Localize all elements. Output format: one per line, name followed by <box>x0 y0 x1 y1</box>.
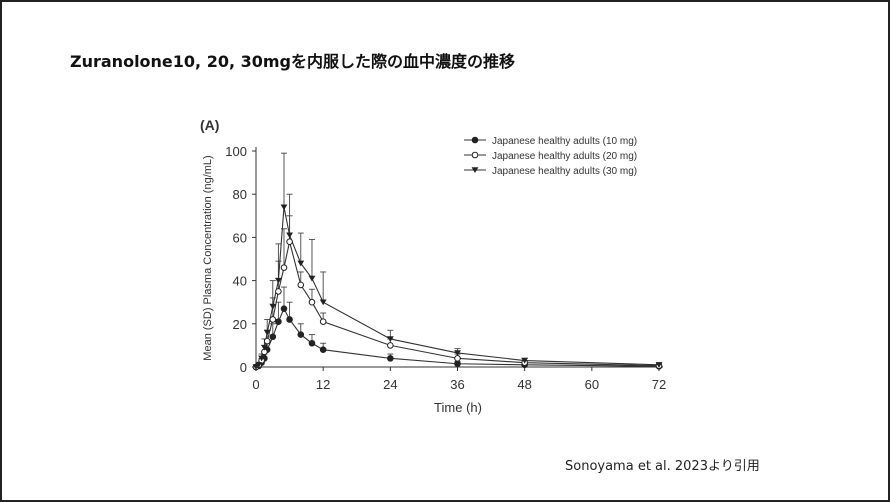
data-point-series-3 <box>319 299 327 306</box>
data-point-series-3 <box>269 303 277 310</box>
data-point-series-3 <box>258 355 265 362</box>
x-axis-label: Time (h) <box>434 400 482 415</box>
panel-label: (A) <box>200 117 219 133</box>
y-axis-label: Mean (SD) Plasma Concentration (ng/mL) <box>202 155 214 360</box>
y-tick-label: 60 <box>233 230 247 245</box>
x-tick-label: 72 <box>652 377 666 392</box>
x-tick-label: 24 <box>383 377 397 392</box>
data-point-series-3 <box>260 344 268 351</box>
legend-marker <box>471 151 479 159</box>
series-line-3 <box>255 207 660 368</box>
data-point-series-1 <box>280 305 288 312</box>
data-point-series-2 <box>275 288 282 295</box>
y-tick-label: 100 <box>225 144 247 159</box>
data-point-series-2 <box>297 281 305 289</box>
legend: Japanese healthy adults (10 mg) Japanese … <box>464 136 637 177</box>
x-tick-label: 12 <box>316 377 330 392</box>
data-point-series-2 <box>286 238 293 246</box>
data-point-series-2 <box>263 337 271 345</box>
data-point-series-3 <box>521 357 529 364</box>
pk-line-chart: (A) Mean (SD) Plasma Concentration (ng/m… <box>200 117 666 415</box>
data-point-series-1 <box>319 346 327 354</box>
data-point-series-2 <box>269 316 277 323</box>
data-point-series-3 <box>280 204 288 211</box>
data-point-series-3 <box>386 336 394 342</box>
y-tick-label: 80 <box>233 187 247 202</box>
data-point-series-3 <box>454 350 461 357</box>
x-tick-label: 48 <box>517 377 531 392</box>
x-tick-label: 60 <box>585 377 599 392</box>
data-point-series-3 <box>255 362 263 368</box>
axes: 0 20 40 60 80 100 0 12 24 36 48 60 72 <box>225 144 666 392</box>
y-tick-label: 20 <box>233 317 247 332</box>
data-point-series-1 <box>387 355 394 362</box>
data-point-series-3 <box>308 275 316 282</box>
data-point-series-1 <box>275 318 282 325</box>
slide-title: Zuranolone10, 20, 30mgを内服した際の血中濃度の推移 <box>70 52 516 71</box>
data-point-series-2 <box>319 318 327 325</box>
data-point-series-2 <box>280 264 288 271</box>
data-point-series-3 <box>297 260 305 267</box>
series-lines <box>255 207 660 368</box>
legend-label: Japanese healthy adults (30 mg) <box>492 166 637 177</box>
x-tick-label: 36 <box>450 377 464 392</box>
legend-label: Japanese healthy adults (20 mg) <box>492 151 637 162</box>
x-tick-label: 0 <box>252 377 259 392</box>
legend-label: Japanese healthy adults (10 mg) <box>492 136 637 147</box>
data-point-series-2 <box>308 298 316 306</box>
series-markers <box>252 204 663 371</box>
data-point-series-1 <box>308 339 316 347</box>
data-point-series-3 <box>274 277 282 284</box>
error-bars <box>255 152 662 367</box>
data-point-series-1 <box>297 331 305 338</box>
data-point-series-1 <box>269 333 277 341</box>
data-point-series-3 <box>655 362 663 368</box>
y-tick-label: 0 <box>240 360 247 375</box>
legend-marker <box>471 136 479 144</box>
citation: Sonoyama et al. 2023より引用 <box>565 459 760 474</box>
data-point-series-1 <box>286 316 293 323</box>
legend-marker <box>471 167 479 174</box>
data-point-series-3 <box>286 232 293 239</box>
data-point-series-2 <box>387 342 394 349</box>
data-point-series-1 <box>454 360 461 368</box>
data-point-series-2 <box>454 355 461 362</box>
data-point-series-3 <box>263 329 271 336</box>
y-tick-label: 40 <box>233 274 247 289</box>
